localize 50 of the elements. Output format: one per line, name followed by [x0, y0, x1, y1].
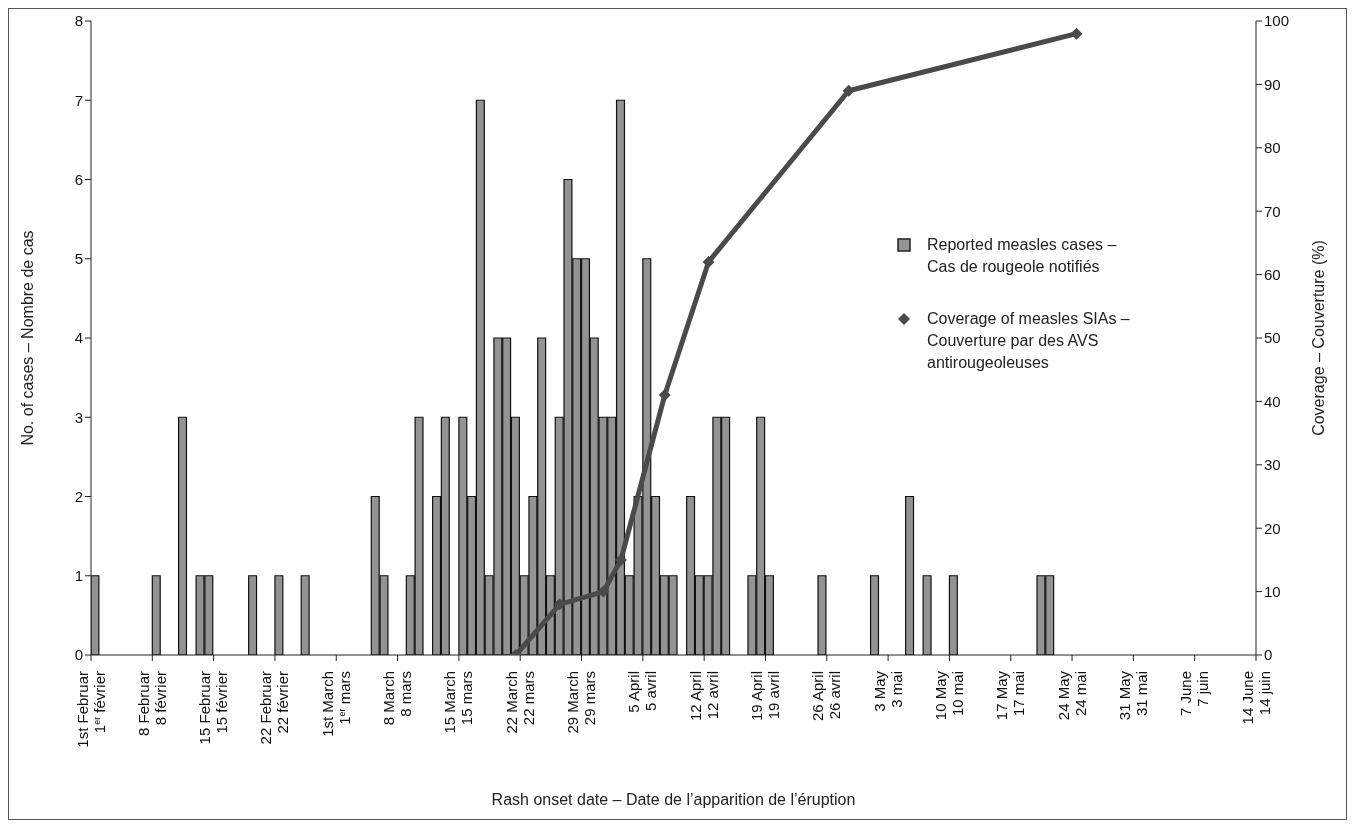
- x-tick-label: 29 March 29 mars: [564, 671, 599, 734]
- x-tick-label: 15 Februar 15 février: [196, 671, 231, 745]
- y2-tick-label: 80: [1264, 139, 1281, 157]
- y2-tick-label: 30: [1264, 456, 1281, 474]
- x-tick-label: 3 May 3 mai: [870, 670, 905, 712]
- y-axis-title: No. of cases – Nombre de cas: [18, 230, 36, 446]
- bar: [922, 575, 932, 655]
- y2-axis-title: Coverage – Couverture (%): [1309, 240, 1327, 436]
- x-tick-label: 12 April 12 avril: [686, 671, 721, 722]
- y2-tick-label: 70: [1264, 202, 1281, 220]
- legend-label: Reported measles cases – Cas de rougeole notifiés: [927, 235, 1118, 277]
- x-axis-title: Rash onset date – Date de l’apparition de l’éruption: [491, 791, 856, 808]
- y-tick-label: 6: [74, 170, 83, 188]
- x-tick-label: 19 April 19 avril: [747, 671, 782, 722]
- y-tick-label: 0: [74, 646, 83, 664]
- x-tick-label: 5 April 5 avril: [625, 671, 660, 713]
- bar: [869, 575, 880, 655]
- point: [597, 585, 610, 598]
- y2-tick-label: 10: [1264, 582, 1281, 600]
- y2-tick-label: 60: [1264, 265, 1281, 283]
- y-tick-label: 1: [74, 567, 83, 585]
- legend-label: Coverage of measles SIAs – Couverture par des AVS antirougeoleuses: [927, 309, 1131, 373]
- y2-tick-label: 50: [1264, 329, 1281, 347]
- x-tick-label: 15 March 15 mars: [441, 671, 476, 734]
- bar: [905, 495, 915, 655]
- point: [1070, 27, 1083, 40]
- y-tick-label: 7: [74, 91, 83, 109]
- y-tick-label: 4: [74, 329, 83, 347]
- x-tick-label: 26 April 26 avril: [809, 671, 844, 722]
- x-tick-label: 7 June 7 juin: [1177, 671, 1212, 717]
- y-tick-label: 3: [74, 408, 83, 426]
- y-tick-label: 5: [74, 250, 83, 268]
- y-tick-label: 2: [74, 487, 83, 505]
- x-tick-label: 24 May 24 mai: [1054, 670, 1089, 721]
- bar: [948, 575, 958, 655]
- point: [842, 84, 855, 97]
- bar: [817, 575, 827, 655]
- y2-tick-label: 40: [1264, 392, 1281, 410]
- y2-tick-label: 20: [1264, 519, 1281, 537]
- y-tick-label: 8: [74, 12, 83, 30]
- x-tick-label: 10 May 10 mai: [931, 670, 966, 721]
- x-tick-label: 22 March 22 mars: [502, 671, 537, 734]
- x-tick-label: 31 May 31 mai: [1115, 670, 1150, 721]
- y2-tick-label: 0: [1264, 646, 1273, 664]
- y2-tick-label: 90: [1264, 75, 1281, 93]
- point: [702, 255, 715, 268]
- x-tick-label: 17 May 17 mai: [993, 670, 1028, 721]
- x-tick-label: 22 Februar 22 février: [257, 671, 292, 745]
- x-tick-label: 14 June 14 juin: [1238, 671, 1273, 725]
- y2-tick-label: 100: [1264, 12, 1290, 30]
